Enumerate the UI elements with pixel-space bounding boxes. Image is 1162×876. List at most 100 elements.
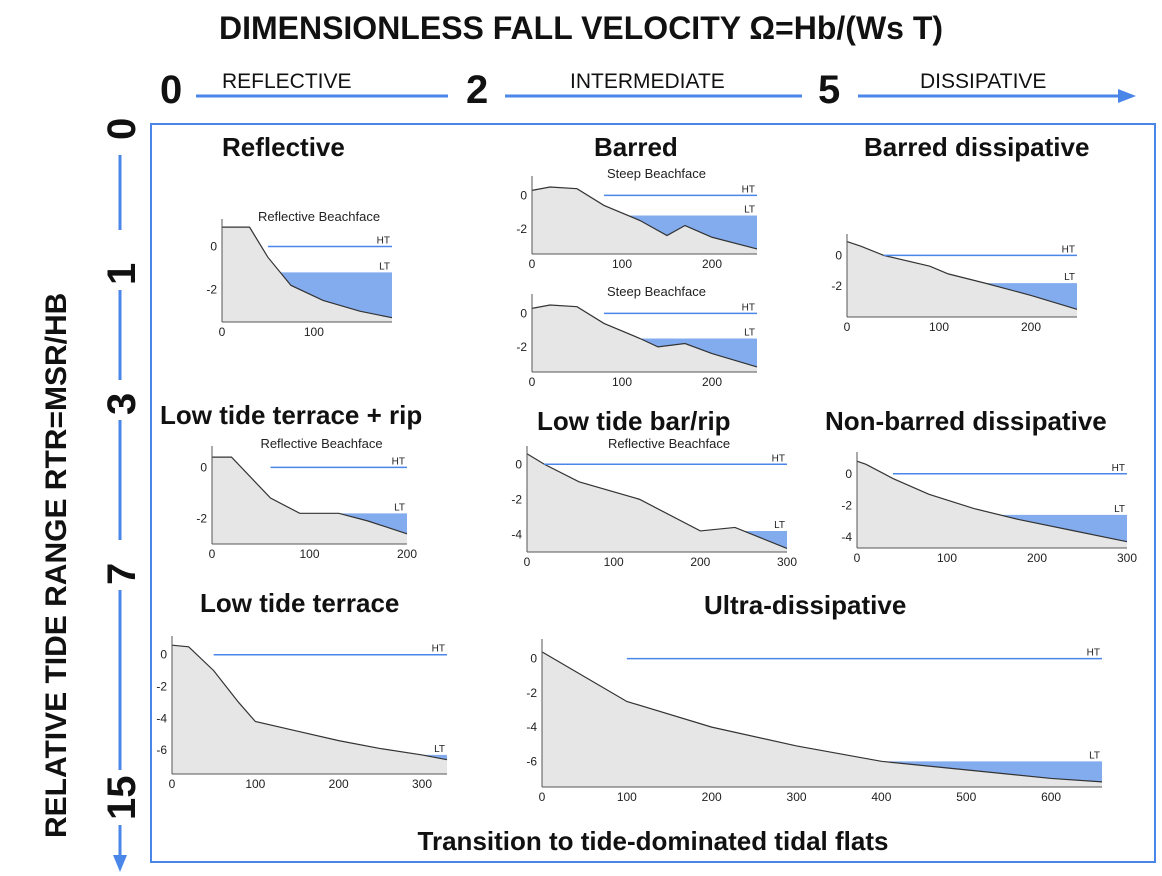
- y-tick-label: -4: [511, 527, 522, 541]
- x-tick-label: 0: [529, 257, 536, 271]
- y-tick-label: -2: [511, 492, 522, 506]
- beachface-label: Steep Beachface: [607, 166, 706, 181]
- lt-label: LT: [379, 261, 390, 272]
- beachface-label: Reflective Beachface: [260, 436, 382, 451]
- class-dissipative: DISSIPATIVE: [920, 70, 1047, 93]
- beach-area: [527, 453, 787, 552]
- profile-line: [531, 186, 758, 250]
- x-tick-label: 100: [937, 551, 957, 565]
- class-reflective: REFLECTIVE: [222, 70, 352, 93]
- water-area: [280, 272, 392, 318]
- lt-label: LT: [1089, 750, 1100, 761]
- x-tick-label: 200: [397, 547, 417, 561]
- y-tick-label: -4: [526, 720, 537, 734]
- x-tick-label: 100: [612, 375, 632, 389]
- y-tick-label: -4: [841, 530, 852, 544]
- y-tick-label: -2: [841, 498, 852, 512]
- x-tick-label: 0: [524, 555, 531, 569]
- y-tick-label: -6: [156, 743, 167, 757]
- ht-label: HT: [742, 302, 755, 313]
- y-tick-label: 0: [530, 652, 537, 666]
- omega-tick-5: 5: [818, 68, 841, 112]
- x-tick-label: 300: [777, 555, 797, 569]
- y-tick-label: 0: [845, 467, 852, 481]
- panel-title-non-barred-dissipative: Non-barred dissipative: [825, 406, 1107, 436]
- ht-label: HT: [392, 456, 405, 467]
- profile-plot-barred-1: 0 100 200 0 -2 HT LT Steep Beachface: [516, 166, 758, 271]
- x-tick-label: 300: [1117, 551, 1137, 565]
- y-tick-label: -2: [516, 222, 527, 236]
- x-tick-label: 100: [245, 777, 265, 791]
- y-tick-label: -2: [831, 279, 842, 293]
- x-tick-label: 200: [702, 257, 722, 271]
- profile-plot-low-tide-terrace: 0 100 200 300 0 -2 -4 -6 HT LT: [156, 636, 448, 791]
- x-tick-label: 200: [702, 790, 722, 804]
- x-tick-label: 200: [329, 777, 349, 791]
- rtr-tick-0: 0: [100, 117, 144, 140]
- beach-area: [172, 645, 447, 774]
- profile-plot-reflective: 0 100 0 -2 HT LT Reflective Beachface: [206, 209, 393, 339]
- x-tick-label: 100: [299, 547, 319, 561]
- x-tick-label: 100: [929, 320, 949, 334]
- panel-title-low-tide-terrace: Low tide terrace: [200, 588, 400, 618]
- x-tick-label: 600: [1041, 790, 1061, 804]
- lt-label: LT: [774, 520, 785, 531]
- panel-title-low-tide-terrace-rip: Low tide terrace + rip: [160, 400, 423, 430]
- x-tick-label: 100: [612, 257, 632, 271]
- rtr-tick-15: 15: [100, 775, 144, 821]
- lt-label: LT: [434, 744, 445, 755]
- beach-area: [542, 651, 1102, 787]
- rtr-axis-label: RELATIVE TIDE RANGE RTR=MSR/HB: [40, 292, 73, 838]
- class-intermediate: INTERMEDIATE: [570, 70, 725, 93]
- x-tick-label: 100: [617, 790, 637, 804]
- profile-plot-low-tide-bar-rip: 0 100 200 300 0 -2 -4 HT LT Reflective Beachface: [511, 436, 797, 569]
- profile-line: [846, 240, 1078, 310]
- y-tick-label: 0: [835, 248, 842, 262]
- y-tick-label: 0: [520, 188, 527, 202]
- water-area: [299, 513, 407, 534]
- y-tick-label: -2: [526, 686, 537, 700]
- y-tick-label: -2: [156, 680, 167, 694]
- x-tick-label: 200: [1021, 320, 1041, 334]
- y-tick-label: -6: [526, 754, 537, 768]
- omega-axis: [196, 89, 1136, 103]
- lt-label: LT: [1064, 272, 1075, 283]
- ht-label: HT: [1112, 463, 1125, 474]
- profile-plot-barred-dissipative: 0 100 200 0 -2 HT LT: [831, 234, 1078, 334]
- water-area: [640, 338, 757, 367]
- water-area: [985, 283, 1077, 310]
- y-tick-label: 0: [515, 457, 522, 471]
- panel-title-reflective: Reflective: [222, 132, 345, 162]
- x-tick-label: 0: [219, 325, 226, 339]
- x-tick-label: 400: [871, 790, 891, 804]
- y-tick-label: -2: [516, 340, 527, 354]
- profile-plot-low-tide-terrace-rip: 0 100 200 0 -2 HT LT Reflective Beachface: [196, 436, 417, 561]
- ht-label: HT: [742, 184, 755, 195]
- x-tick-label: 300: [412, 777, 432, 791]
- ht-label: HT: [432, 644, 445, 655]
- x-tick-label: 0: [529, 375, 536, 389]
- y-tick-label: -2: [206, 283, 217, 297]
- beach-area: [222, 227, 392, 322]
- x-tick-label: 200: [1027, 551, 1047, 565]
- x-tick-label: 200: [690, 555, 710, 569]
- profile-line: [541, 651, 1103, 783]
- beachface-label: Reflective Beachface: [258, 209, 380, 224]
- y-tick-label: -4: [156, 711, 167, 725]
- beachface-label: Steep Beachface: [607, 284, 706, 299]
- beach-area: [532, 187, 757, 254]
- profile-line: [526, 453, 788, 550]
- omega-tick-0: 0: [160, 68, 183, 112]
- beach-area: [532, 305, 757, 372]
- x-tick-label: 100: [604, 555, 624, 569]
- lt-label: LT: [744, 204, 755, 215]
- beachface-label: Reflective Beachface: [608, 436, 730, 451]
- lt-label: LT: [744, 328, 755, 339]
- x-tick-label: 300: [787, 790, 807, 804]
- bottom-label: Transition to tide-dominated tidal flats: [417, 826, 889, 856]
- profile-line: [212, 456, 408, 535]
- beach-area: [857, 461, 1127, 548]
- profile-plot-non-barred-dissipative: 0 100 200 300 0 -2 -4 HT LT: [841, 452, 1137, 565]
- x-tick-label: 200: [702, 375, 722, 389]
- y-tick-label: 0: [210, 240, 217, 254]
